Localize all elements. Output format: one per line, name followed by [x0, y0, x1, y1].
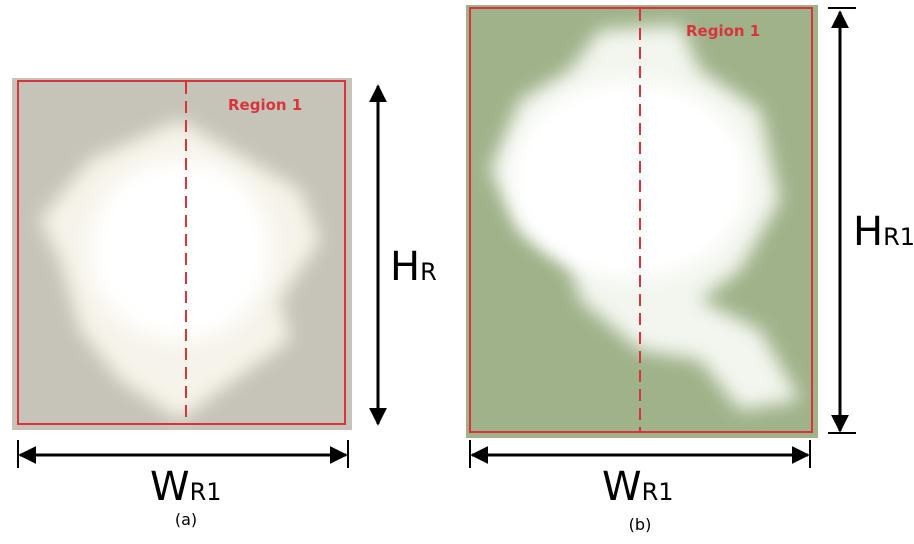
width-main: W	[150, 464, 190, 510]
height-sub: R	[420, 258, 437, 286]
height-label: HR1	[853, 209, 914, 255]
height-main: H	[390, 244, 420, 290]
width-sub: R1	[642, 478, 674, 506]
height-main: H	[853, 209, 883, 255]
height-sub: R1	[883, 223, 914, 251]
region-label: Region 1	[228, 96, 302, 114]
photo-a	[12, 78, 352, 430]
width-main: W	[602, 464, 642, 510]
height-label: HR	[390, 244, 437, 290]
caption: (b)	[629, 515, 652, 534]
figure: Region 1 HR WR1 (a) Region 1 HR1 WR1 (b)	[0, 0, 914, 544]
photo-b	[466, 5, 818, 438]
width-label: WR1	[150, 464, 222, 510]
region-label: Region 1	[686, 22, 760, 40]
width-label: WR1	[602, 464, 674, 510]
width-sub: R1	[190, 478, 222, 506]
caption: (a)	[175, 510, 197, 529]
